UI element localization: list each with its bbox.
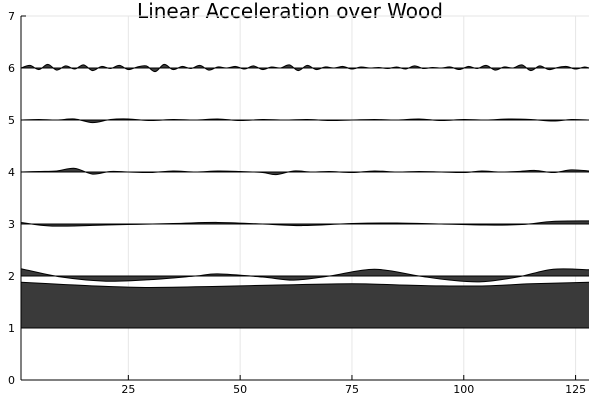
- y-tick-label: 4: [8, 166, 15, 179]
- series-line: [20, 281, 590, 288]
- series-line: [20, 220, 590, 227]
- series-line: [20, 118, 590, 124]
- series-area: [21, 282, 589, 328]
- y-tick-label: 0: [8, 374, 15, 387]
- chart-title: Linear Acceleration over Wood: [137, 0, 443, 23]
- series-area: [21, 268, 589, 282]
- y-tick-label: 1: [8, 322, 15, 335]
- series-layer: [20, 63, 590, 329]
- series-line: [20, 63, 590, 73]
- series-3: [20, 220, 590, 227]
- y-tick-label: 3: [8, 218, 15, 231]
- series-line: [20, 268, 590, 283]
- x-tick-label: 25: [121, 383, 135, 396]
- y-tick-label: 2: [8, 270, 15, 283]
- series-4: [20, 167, 590, 176]
- y-tick-label: 6: [8, 62, 15, 75]
- x-tick-label: 100: [453, 383, 474, 396]
- x-tick-label: 75: [345, 383, 359, 396]
- series-2: [20, 268, 590, 283]
- y-tick-label: 7: [8, 10, 15, 23]
- axes-layer: 25 50 75 100 125 0 1 2 3 4 5 6 7: [8, 10, 589, 396]
- series-line: [20, 167, 590, 176]
- series-6: [20, 63, 590, 73]
- y-tick-label: 5: [8, 114, 15, 127]
- series-5: [20, 118, 590, 124]
- x-tick-label: 125: [565, 383, 586, 396]
- series-1: [20, 281, 590, 329]
- x-tick-label: 50: [233, 383, 247, 396]
